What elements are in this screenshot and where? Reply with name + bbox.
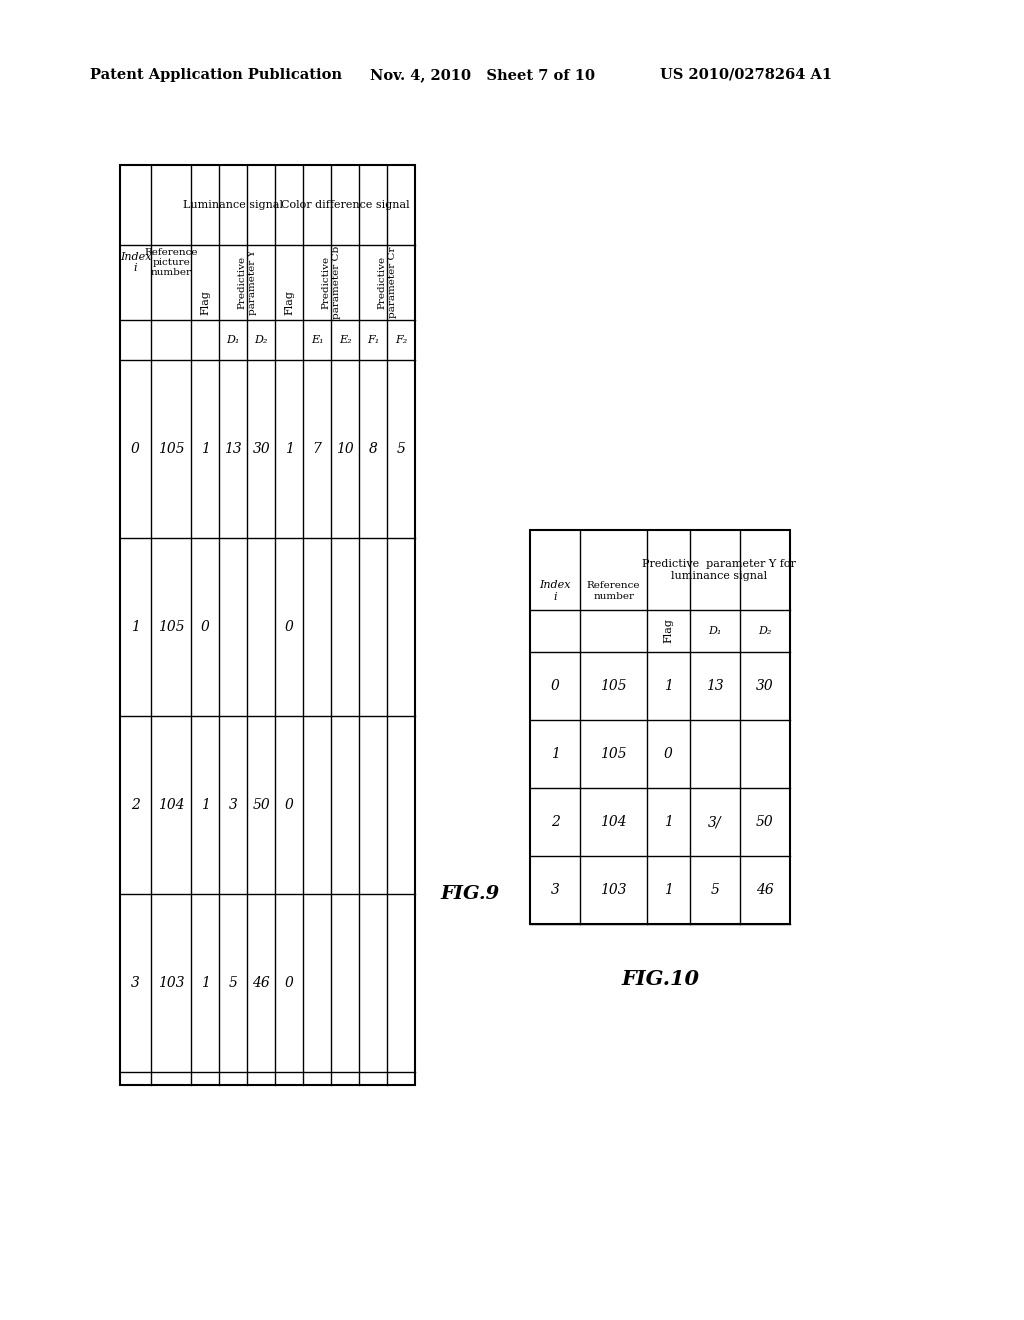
Text: 1: 1 [201, 442, 210, 455]
Text: 1: 1 [664, 678, 673, 693]
Text: Nov. 4, 2010   Sheet 7 of 10: Nov. 4, 2010 Sheet 7 of 10 [370, 69, 595, 82]
Text: 103: 103 [600, 883, 627, 898]
Text: D₁: D₁ [708, 626, 721, 636]
Text: 10: 10 [336, 442, 354, 455]
Text: 50: 50 [252, 799, 270, 812]
Text: Predictive  parameter Y for
luminance signal: Predictive parameter Y for luminance sig… [642, 560, 796, 581]
Text: FIG.10: FIG.10 [621, 969, 699, 989]
Text: Reference
number: Reference number [587, 581, 640, 601]
Text: 0: 0 [285, 620, 294, 634]
Text: 105: 105 [158, 442, 184, 455]
Text: Index
i: Index i [540, 581, 570, 602]
Text: 103: 103 [158, 975, 184, 990]
Text: D₂: D₂ [255, 335, 268, 345]
Text: 30: 30 [756, 678, 774, 693]
Text: 5: 5 [396, 442, 406, 455]
Text: 105: 105 [158, 620, 184, 634]
Text: 104: 104 [600, 814, 627, 829]
Text: D₁: D₁ [226, 335, 240, 345]
Text: 1: 1 [285, 442, 294, 455]
Text: 1: 1 [201, 799, 210, 812]
Text: 3: 3 [131, 975, 140, 990]
Text: 5: 5 [228, 975, 238, 990]
Text: Color difference signal: Color difference signal [281, 201, 410, 210]
Text: 105: 105 [600, 747, 627, 762]
Text: 0: 0 [285, 799, 294, 812]
Text: 1: 1 [201, 975, 210, 990]
Text: 2: 2 [551, 814, 559, 829]
Text: 105: 105 [600, 678, 627, 693]
Text: 104: 104 [158, 799, 184, 812]
Text: Index
i: Index i [120, 252, 152, 273]
Text: 13: 13 [706, 678, 724, 693]
Bar [530, 531, 790, 924]
Text: 1: 1 [551, 747, 559, 762]
Text: FIG.9: FIG.9 [440, 884, 500, 903]
Text: 46: 46 [252, 975, 270, 990]
Text: 0: 0 [285, 975, 294, 990]
Text: E₁: E₁ [311, 335, 324, 345]
Text: 0: 0 [131, 442, 140, 455]
Text: 13: 13 [224, 442, 242, 455]
Text: 1: 1 [664, 814, 673, 829]
Text: 50: 50 [756, 814, 774, 829]
Text: Predictive
parameter Y: Predictive parameter Y [238, 249, 257, 315]
Text: 1: 1 [664, 883, 673, 898]
Text: 3: 3 [551, 883, 559, 898]
Text: 7: 7 [312, 442, 322, 455]
Text: 46: 46 [756, 883, 774, 898]
Text: 0: 0 [551, 678, 559, 693]
Text: F₂: F₂ [395, 335, 408, 345]
Text: Predictive
parameter Cr: Predictive parameter Cr [378, 247, 396, 318]
Text: D₂: D₂ [758, 626, 771, 636]
Text: 8: 8 [369, 442, 378, 455]
Bar [120, 165, 415, 1085]
Text: 2: 2 [131, 799, 140, 812]
Text: Luminance signal: Luminance signal [183, 201, 284, 210]
Text: E₂: E₂ [339, 335, 351, 345]
Text: 3/: 3/ [708, 814, 722, 829]
Text: Flag: Flag [664, 619, 674, 643]
Text: US 2010/0278264 A1: US 2010/0278264 A1 [660, 69, 833, 82]
Text: Predictive
parameter Cb: Predictive parameter Cb [322, 246, 341, 319]
Text: Patent Application Publication: Patent Application Publication [90, 69, 342, 82]
Text: 1: 1 [131, 620, 140, 634]
Text: 0: 0 [201, 620, 210, 634]
Text: 3: 3 [228, 799, 238, 812]
Text: 0: 0 [664, 747, 673, 762]
Text: Flag: Flag [285, 290, 294, 315]
Text: F₁: F₁ [367, 335, 379, 345]
Text: Flag: Flag [201, 290, 210, 315]
Text: 5: 5 [711, 883, 719, 898]
Text: 30: 30 [252, 442, 270, 455]
Text: Reference
picture
number: Reference picture number [144, 248, 198, 277]
